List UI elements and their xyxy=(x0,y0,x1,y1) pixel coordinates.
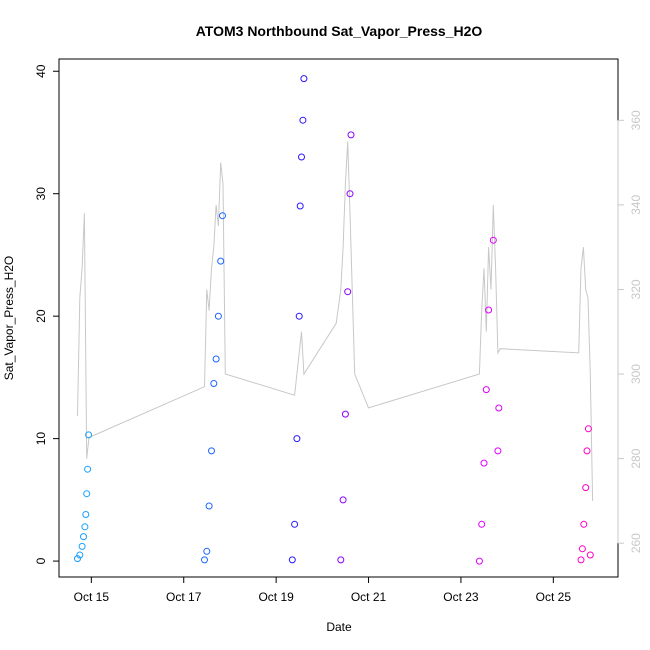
secondary-y-tick-label: 300 xyxy=(629,364,643,384)
x-tick-label: Oct 17 xyxy=(166,590,202,604)
data-point xyxy=(298,153,305,161)
x-tick-label: Oct 25 xyxy=(536,590,572,604)
series-3 xyxy=(288,75,308,564)
y-tick-label: 20 xyxy=(34,309,48,323)
data-point xyxy=(80,533,87,541)
data-point xyxy=(210,380,218,387)
data-point xyxy=(205,502,213,510)
data-point xyxy=(480,459,488,467)
secondary-series-line xyxy=(77,141,594,501)
data-point xyxy=(339,496,347,504)
data-point xyxy=(208,447,215,455)
series-1 xyxy=(74,431,93,563)
y-tick-label: 0 xyxy=(34,557,48,564)
data-point xyxy=(85,431,93,439)
data-point xyxy=(219,212,226,220)
data-point xyxy=(293,435,301,443)
y-tick-label: 10 xyxy=(34,432,48,446)
data-point xyxy=(214,312,222,320)
secondary-y-axis: 260 280 300 320 340 360 xyxy=(617,110,643,553)
series-4 xyxy=(337,131,355,564)
series-layer xyxy=(74,75,594,565)
data-point xyxy=(296,202,304,210)
y-axis-label: Sat_Vapor_Press_H2O xyxy=(2,256,16,381)
y-tick-label: 30 xyxy=(34,187,48,201)
data-point xyxy=(475,557,483,565)
data-point xyxy=(584,425,592,433)
secondary-y-tick-label: 280 xyxy=(629,448,643,468)
data-point xyxy=(83,490,91,498)
data-point xyxy=(291,520,299,528)
data-point xyxy=(489,236,497,244)
data-point xyxy=(482,386,490,394)
data-point xyxy=(84,465,92,473)
data-point xyxy=(494,447,502,455)
chart-title: ATOM3 Northbound Sat_Vapor_Press_H2O xyxy=(196,23,483,39)
data-point xyxy=(495,404,503,412)
y-axis: 0 10 20 30 40 xyxy=(34,64,60,564)
secondary-line-layer xyxy=(77,141,594,501)
secondary-y-tick-label: 340 xyxy=(629,195,643,215)
plot-frame xyxy=(58,58,619,578)
data-point xyxy=(580,520,588,528)
data-point xyxy=(74,555,81,563)
x-tick-label: Oct 19 xyxy=(258,590,294,604)
data-point xyxy=(341,410,349,418)
x-tick-label: Oct 15 xyxy=(74,590,110,604)
data-point xyxy=(582,484,590,492)
data-point xyxy=(201,556,208,564)
data-point xyxy=(577,556,585,564)
x-axis-label: Date xyxy=(326,620,352,634)
data-point xyxy=(583,447,591,455)
data-point xyxy=(217,257,225,265)
data-point xyxy=(82,511,90,518)
series-6 xyxy=(577,425,594,564)
secondary-y-tick-label: 360 xyxy=(629,110,643,130)
data-point xyxy=(478,520,486,528)
secondary-y-tick-label: 260 xyxy=(629,533,643,553)
data-point xyxy=(578,545,586,553)
data-point xyxy=(81,523,89,531)
series-5 xyxy=(475,236,503,565)
data-point xyxy=(485,306,493,314)
data-point xyxy=(347,131,355,139)
data-point xyxy=(299,116,307,124)
x-tick-label: Oct 21 xyxy=(351,590,387,604)
data-point xyxy=(346,190,354,198)
y-tick-label: 40 xyxy=(34,64,48,78)
secondary-y-tick-label: 320 xyxy=(629,279,643,299)
x-tick-label: Oct 23 xyxy=(443,590,479,604)
data-point xyxy=(586,551,594,559)
data-point xyxy=(300,75,308,83)
data-point xyxy=(76,551,84,559)
data-point xyxy=(212,355,220,363)
data-point xyxy=(78,542,86,550)
data-point xyxy=(295,312,303,320)
data-point xyxy=(344,288,352,296)
data-point xyxy=(337,556,345,564)
data-point xyxy=(288,556,296,564)
data-point xyxy=(203,547,211,555)
series-2 xyxy=(201,212,226,564)
x-axis: Oct 15 Oct 17 Oct 19 Oct 21 Oct 23 Oct 25 xyxy=(74,576,572,604)
